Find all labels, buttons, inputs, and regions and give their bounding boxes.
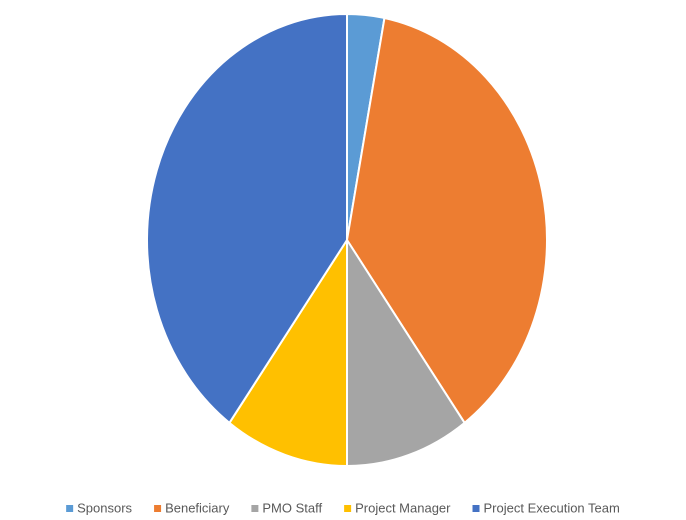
pie-slice: [345, 16, 548, 425]
legend-swatch: [66, 505, 74, 512]
legend-swatch: [472, 505, 480, 512]
legend-swatch: [154, 505, 162, 512]
legend-label: Beneficiary: [165, 500, 230, 515]
legend-swatch: [344, 505, 352, 512]
legend-swatch: [251, 505, 259, 512]
legend-label: Project Manager: [355, 500, 451, 515]
pie-slice: [228, 236, 348, 468]
pie-slice: [146, 12, 348, 425]
legend-label: Sponsors: [77, 500, 132, 515]
legend-label: PMO Staff: [262, 500, 322, 515]
legend-label: Project Execution Team: [484, 500, 620, 515]
pie-slice: [346, 236, 466, 468]
